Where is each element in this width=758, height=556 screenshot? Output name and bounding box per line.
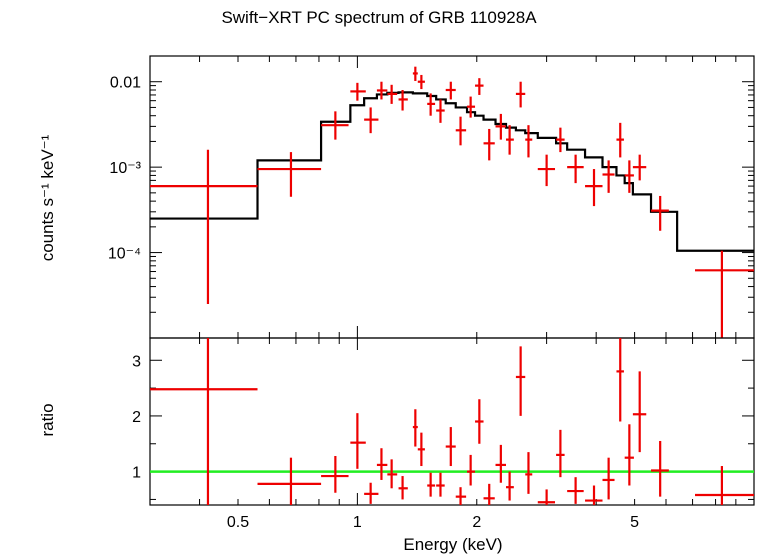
spectrum-marks <box>150 66 754 338</box>
data-point <box>475 78 484 95</box>
ratio-point <box>467 454 476 486</box>
ratio-marks <box>150 338 754 505</box>
data-point <box>455 116 467 146</box>
ratio-point <box>483 483 495 505</box>
data-point <box>321 111 349 140</box>
spectrum-frame <box>149 55 755 339</box>
data-point <box>376 81 388 100</box>
data-point <box>695 250 754 338</box>
data-point <box>525 125 533 158</box>
data-point <box>427 93 436 116</box>
data-point <box>436 99 445 123</box>
data-point <box>495 113 507 140</box>
y-tick-label: 0.01 <box>110 75 141 92</box>
ratio-point <box>585 485 603 505</box>
ratio-point <box>387 459 398 489</box>
chart-title: Swift−XRT PC spectrum of GRB 110928A <box>221 8 537 27</box>
ratio-point <box>150 338 258 505</box>
data-point <box>616 122 624 158</box>
data-point <box>257 152 322 197</box>
ratio-point <box>506 471 514 501</box>
data-point <box>556 127 565 153</box>
ratio-point <box>567 477 584 504</box>
ratio-panel: 0.5 1 2 5 1 2 3 <box>132 337 755 531</box>
y-tick-label: 10⁻³ <box>109 160 141 177</box>
ratio-point <box>257 457 322 505</box>
ratio-point <box>412 409 418 447</box>
ratio-point <box>525 452 533 494</box>
data-point <box>483 128 495 161</box>
ratio-point <box>376 448 388 480</box>
data-point <box>506 125 514 155</box>
y-tick-label: 1 <box>132 465 141 482</box>
x-tick-label: 5 <box>630 514 639 531</box>
ratio-point <box>321 456 349 493</box>
ratio-point <box>632 371 647 453</box>
x-tick-label: 0.5 <box>227 514 249 531</box>
spectrum-panel: 0.01 10⁻³ 10⁻⁴ <box>108 55 755 339</box>
ratio-point <box>602 457 615 500</box>
y-tick-label: 2 <box>132 409 141 426</box>
x-tick-label: 1 <box>353 514 362 531</box>
data-point <box>417 74 425 90</box>
ratio-point <box>475 399 484 444</box>
data-point <box>567 154 584 184</box>
data-point <box>445 81 456 100</box>
ratio-point <box>350 413 366 469</box>
ratio-point <box>515 346 526 416</box>
data-point <box>632 154 647 181</box>
y-tick-label: 10⁻⁴ <box>108 246 141 263</box>
ratio-point <box>616 338 624 422</box>
data-point <box>150 149 258 305</box>
data-point <box>350 82 366 101</box>
ratio-point <box>695 466 754 505</box>
ratio-point <box>651 440 669 497</box>
ratio-point <box>417 432 425 467</box>
x-axis-label: Energy (keV) <box>403 535 502 554</box>
ratio-point <box>455 487 467 505</box>
data-point <box>364 107 379 134</box>
ratio-point <box>427 472 436 497</box>
data-point <box>398 89 408 111</box>
ratio-point <box>398 476 408 500</box>
data-point <box>624 160 634 193</box>
data-point <box>651 195 669 231</box>
ratio-point <box>436 472 445 497</box>
x-tick-label: 2 <box>472 514 481 531</box>
data-point <box>412 66 418 81</box>
data-point <box>515 81 526 108</box>
y-tick-label: 3 <box>132 353 141 370</box>
y-axis-label-ratio: ratio <box>38 403 57 436</box>
ratio-point <box>537 489 556 505</box>
ratio-point <box>495 444 507 483</box>
data-point <box>602 160 615 193</box>
data-point <box>467 96 476 118</box>
ratio-frame <box>149 337 755 506</box>
ratio-point <box>556 429 565 478</box>
y-axis-label-spectrum: counts s⁻¹ keV⁻¹ <box>38 134 57 261</box>
ratio-point <box>364 482 379 504</box>
ratio-point <box>445 427 456 467</box>
ratio-point <box>624 424 634 486</box>
model-step-line <box>150 91 754 252</box>
data-point <box>537 154 556 187</box>
data-point <box>585 169 603 207</box>
data-point <box>387 84 398 104</box>
